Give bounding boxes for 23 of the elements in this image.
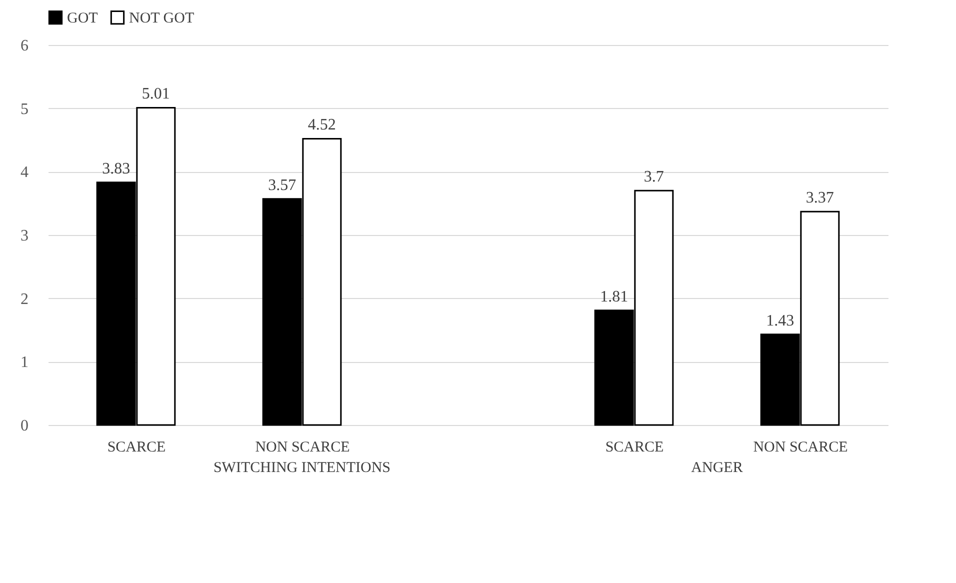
y-tick-label: 5 (20, 100, 28, 118)
x-tick-label: SCARCE (605, 440, 664, 456)
data-label: 3.57 (268, 176, 296, 194)
y-tick-label: 3 (20, 228, 28, 244)
data-label: 1.43 (766, 312, 794, 330)
data-label: 3.83 (102, 160, 130, 178)
y-tick-label: 0 (20, 418, 28, 434)
data-label: 3.37 (806, 190, 834, 207)
x-tick-label: NON SCARCE (753, 440, 848, 456)
y-tick-label: 2 (20, 290, 28, 308)
legend-label: NOT GOT (129, 10, 194, 27)
data-label: 5.01 (142, 86, 170, 103)
y-tick-label: 4 (20, 164, 28, 182)
text: SWITCHING INTENTIONS (213, 460, 391, 476)
x-tick-label: NON SCARCE (255, 440, 350, 456)
y-tick-label: 6 (20, 38, 28, 54)
y-tick-label: 1 (20, 354, 28, 372)
legend-label: GOT (67, 10, 98, 27)
x-tick-label: SCARCE (107, 440, 166, 456)
text: ANGER (691, 460, 743, 476)
data-label: 1.81 (600, 288, 628, 306)
data-label: 3.7 (644, 168, 664, 186)
data-label: 4.52 (308, 116, 336, 134)
